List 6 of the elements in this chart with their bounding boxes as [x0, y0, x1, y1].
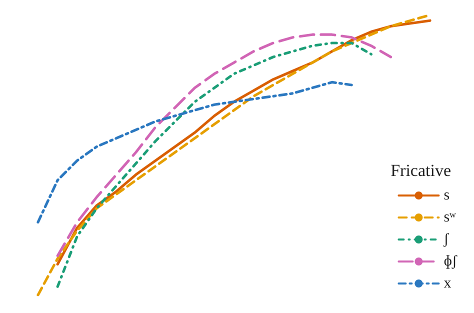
- legend-label: x: [444, 276, 452, 292]
- legend-title: Fricative: [390, 161, 451, 180]
- legend-label: s: [444, 188, 450, 204]
- legend-label: sʷ: [444, 210, 457, 226]
- legend-label: ɸʃ: [444, 254, 458, 270]
- legend-label: ʃ: [442, 232, 450, 248]
